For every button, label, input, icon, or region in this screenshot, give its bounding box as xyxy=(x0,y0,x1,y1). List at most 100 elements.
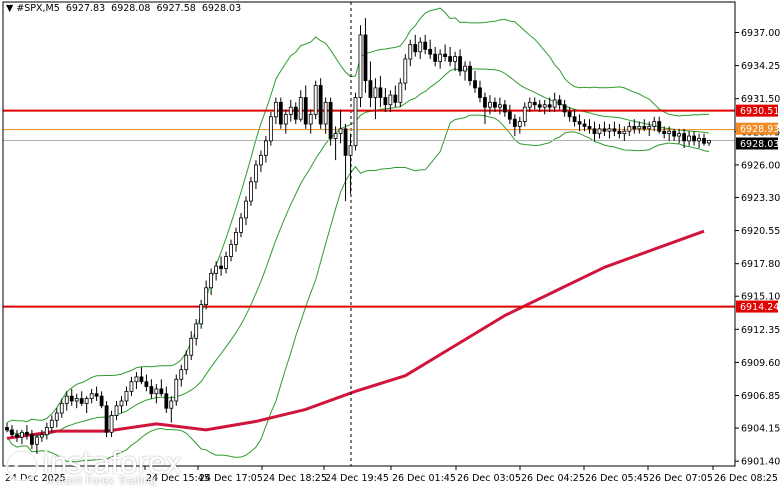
candle-body xyxy=(522,106,527,123)
candle-body xyxy=(54,412,59,421)
candle-body xyxy=(39,434,44,438)
candle-body xyxy=(114,405,119,416)
candle-body xyxy=(383,97,388,106)
candle-body xyxy=(214,265,219,274)
candle-body xyxy=(74,398,79,402)
candle-body xyxy=(433,53,438,62)
logo-mark-icon xyxy=(5,449,39,483)
candle-body xyxy=(124,390,129,402)
candle-body xyxy=(642,126,647,130)
candle-body xyxy=(328,101,333,139)
candle-body xyxy=(607,128,612,132)
y-tick-label: 6901.40 xyxy=(741,457,780,468)
candle-body xyxy=(254,164,258,183)
candle-body xyxy=(537,104,542,108)
price-tag-support xyxy=(736,300,778,313)
candle-body xyxy=(557,99,562,106)
candle-body xyxy=(338,128,343,135)
ohlc-open: 6927.83 xyxy=(65,3,106,14)
price-tag-label-ask: 6928.93 xyxy=(740,124,779,135)
candle-body xyxy=(463,65,467,72)
candle-body xyxy=(109,415,114,433)
candle-body xyxy=(627,126,632,132)
candle-body xyxy=(408,44,413,60)
candle-body xyxy=(184,354,189,371)
candle-body xyxy=(268,116,273,142)
candle-body xyxy=(652,121,657,127)
symbol-triangle-icon: ▼ xyxy=(6,3,14,14)
candle-body xyxy=(318,85,323,125)
candle-body xyxy=(502,104,507,113)
x-tick-label: 26 Dec 01:45 xyxy=(392,473,456,484)
candle-body xyxy=(592,128,597,135)
candle-body xyxy=(418,41,423,53)
candle-body xyxy=(64,395,69,404)
candle-body xyxy=(368,80,373,98)
candle-body xyxy=(517,121,522,127)
price-tag-ask xyxy=(736,122,778,135)
candle-body xyxy=(597,128,602,135)
candle-body xyxy=(353,97,358,147)
candle-body xyxy=(542,104,547,108)
x-tick-label: 26 Dec 08:25 xyxy=(714,473,778,484)
y-tick-label: 6917.80 xyxy=(741,259,780,270)
candle-body xyxy=(428,48,433,55)
logo-wordmark: instaforex xyxy=(42,446,182,480)
candle-body xyxy=(363,34,368,82)
candle-body xyxy=(512,118,517,127)
x-tick-label: 24 Dec 2025 xyxy=(5,473,66,484)
candle-body xyxy=(483,97,487,108)
symbol-label: #SPX,M5 xyxy=(16,3,60,14)
price-tag-label-resistance: 6930.51 xyxy=(740,106,779,117)
y-tick-label: 6926.00 xyxy=(741,160,780,171)
bollinger-middle-line xyxy=(6,68,710,437)
candle-body xyxy=(532,101,537,106)
candle-body xyxy=(239,217,243,233)
candle-body xyxy=(219,265,223,269)
candle-body xyxy=(388,94,393,106)
candle-body xyxy=(343,128,348,156)
candle-body xyxy=(49,419,54,428)
candle-body xyxy=(403,58,408,84)
x-tick-label: 26 Dec 03:05 xyxy=(457,473,521,484)
candle-body xyxy=(79,398,84,404)
candle-body xyxy=(29,434,34,445)
candle-body xyxy=(478,87,482,98)
price-tag-resistance xyxy=(736,104,778,117)
candle-body xyxy=(622,130,627,135)
candle-body xyxy=(174,378,179,402)
candle-body xyxy=(552,99,557,108)
candle-body xyxy=(587,126,592,130)
x-tick-label: 26 Dec 04:25 xyxy=(521,473,585,484)
x-tick-label: 24 Dec 19:45 xyxy=(325,473,389,484)
candle-body xyxy=(617,130,622,135)
candle-body xyxy=(194,323,199,339)
candle-body xyxy=(209,272,214,289)
candle-body xyxy=(129,381,134,392)
candle-body xyxy=(438,53,443,62)
instaforex-logo: instaforex Instant Forex Trading xyxy=(4,446,184,488)
y-tick-label: 6906.85 xyxy=(741,391,780,402)
price-tag-label-support: 6914.24 xyxy=(740,302,779,313)
candle-body xyxy=(154,388,159,395)
candle-body xyxy=(443,53,448,57)
candle-body xyxy=(99,395,104,407)
candle-body xyxy=(234,231,238,245)
candle-body xyxy=(423,41,428,50)
y-tick-label: 6909.60 xyxy=(741,358,780,369)
candle-body xyxy=(204,287,209,306)
y-tick-label: 6923.30 xyxy=(741,193,780,204)
price-tag-bid xyxy=(736,137,778,150)
candle-body xyxy=(278,101,283,125)
bollinger-upper-line xyxy=(6,7,710,424)
candle-body xyxy=(497,104,502,108)
candle-body xyxy=(493,101,497,108)
candle-body xyxy=(707,140,711,144)
candle-body xyxy=(672,130,677,137)
candle-body xyxy=(413,44,418,53)
candle-body xyxy=(453,56,457,62)
candle-body xyxy=(602,128,607,132)
candle-body xyxy=(667,130,672,135)
candle-body xyxy=(398,82,403,103)
